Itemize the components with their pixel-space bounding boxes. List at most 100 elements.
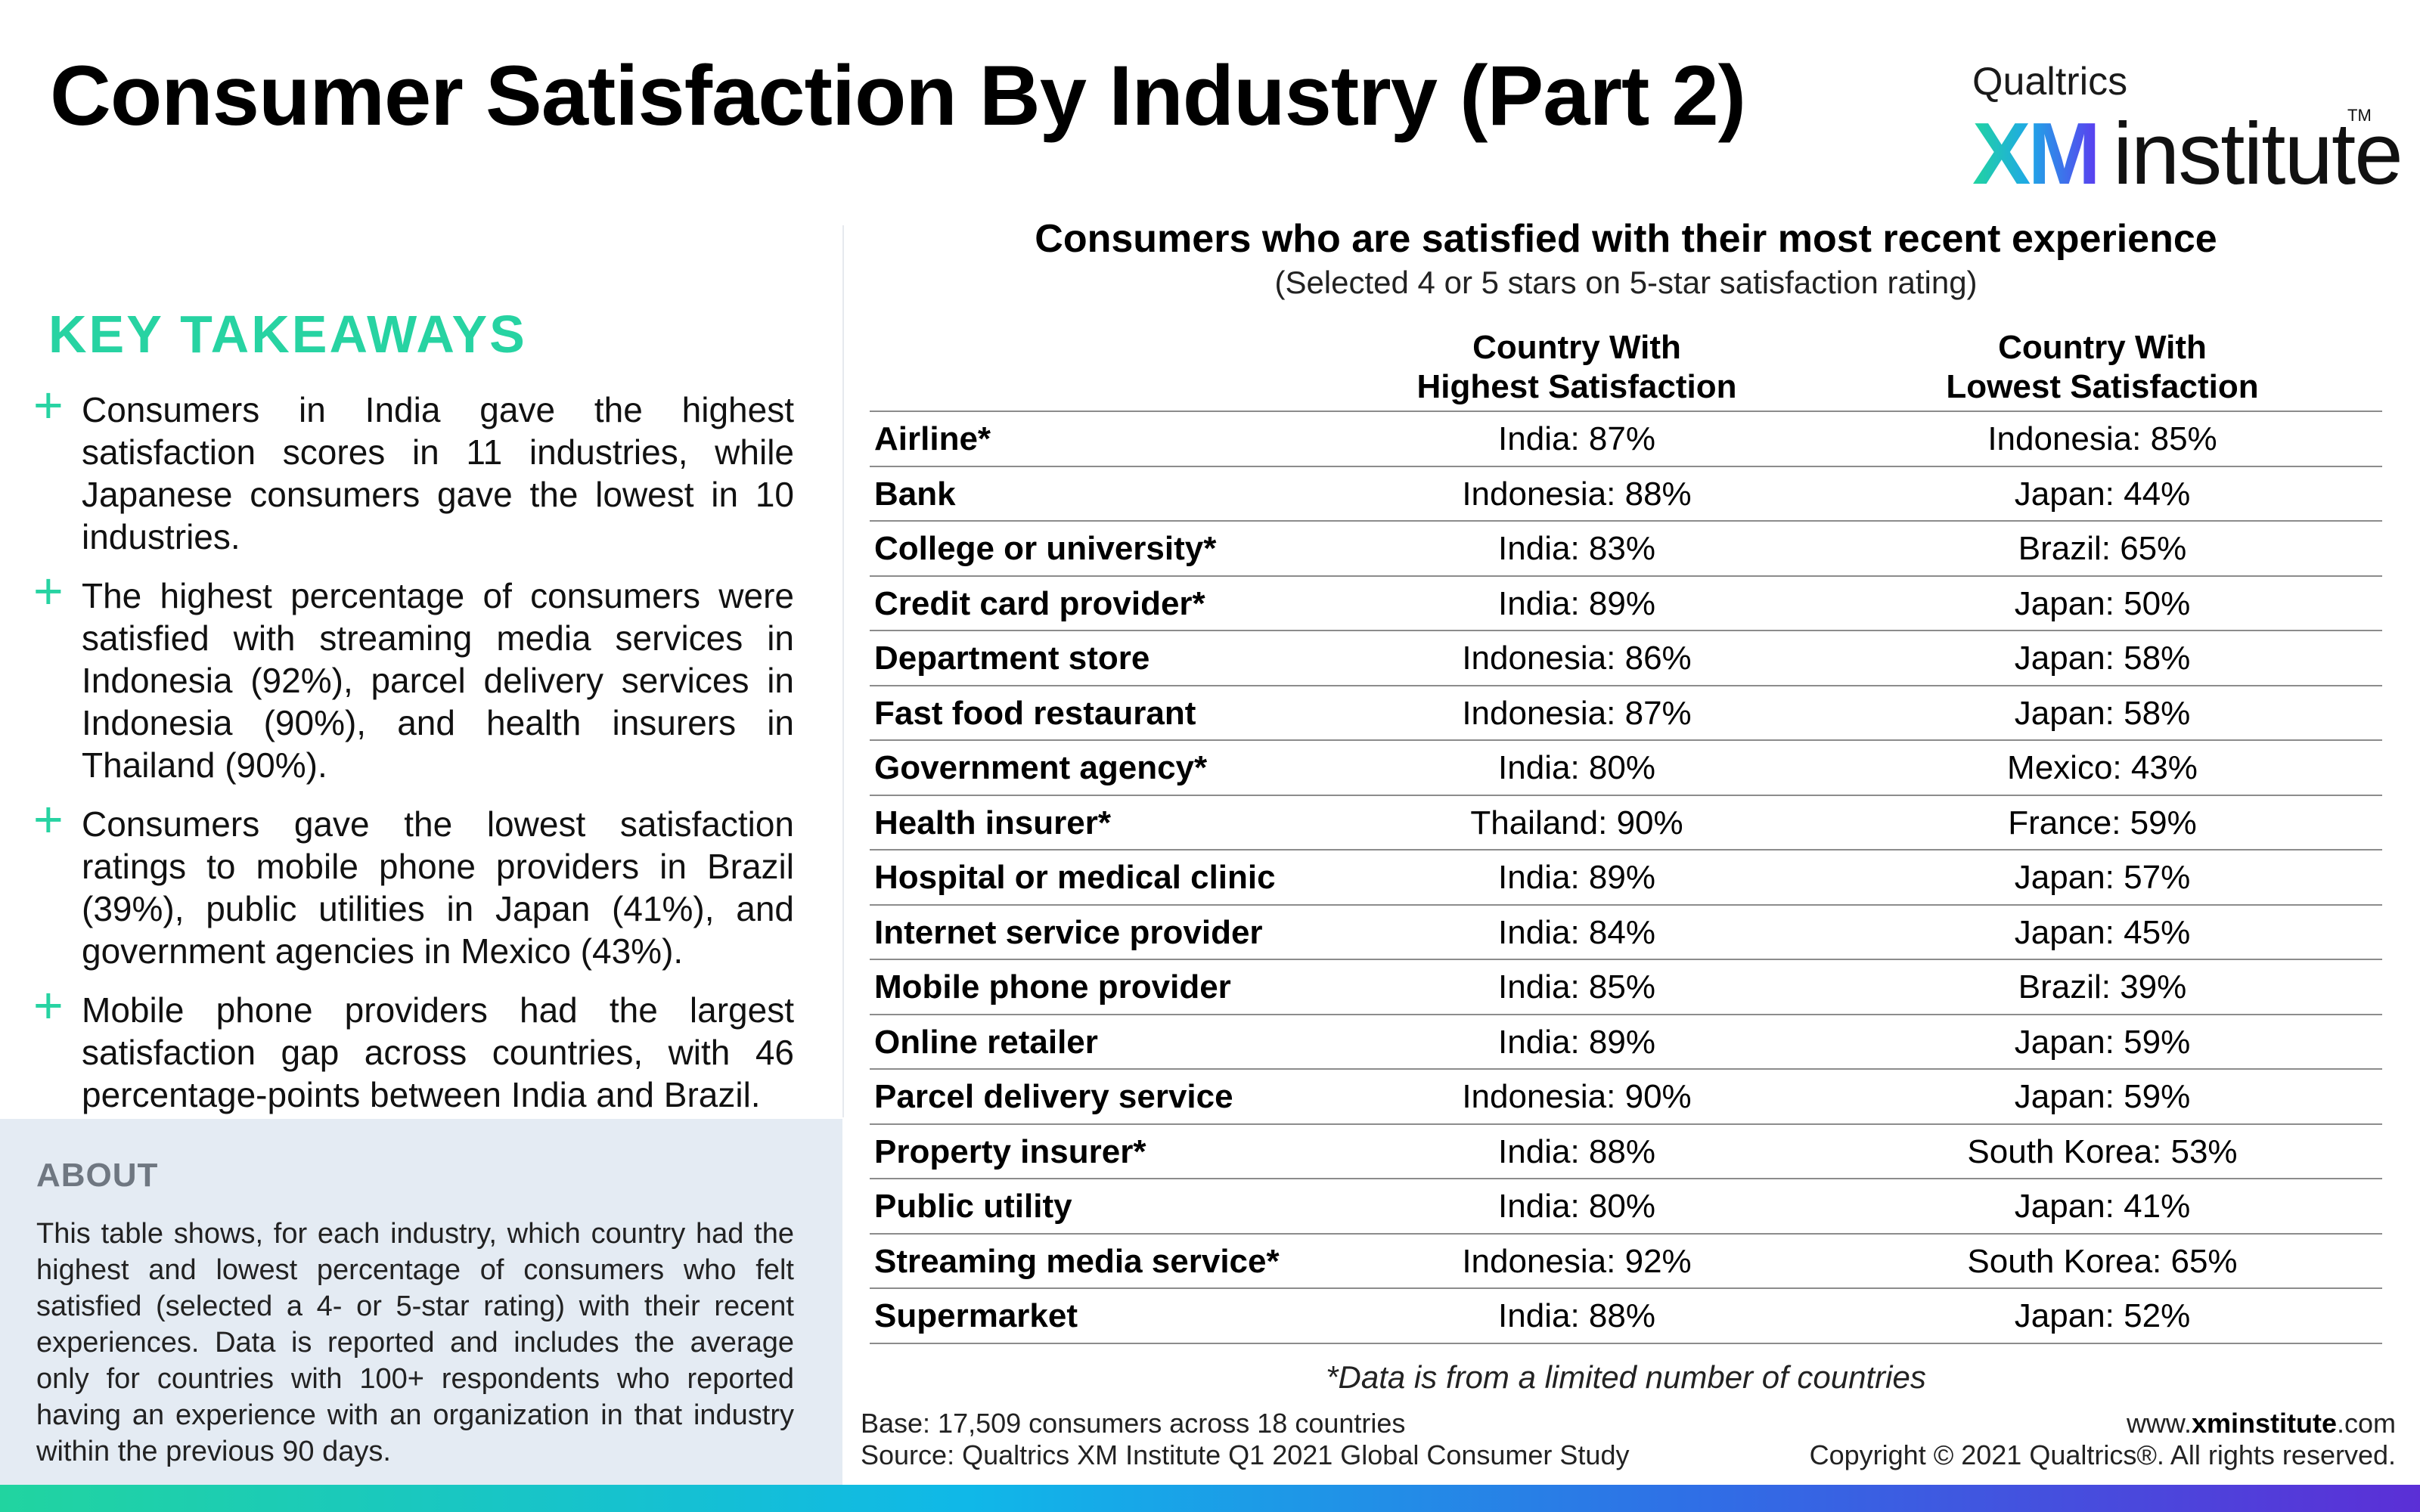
column-header-lowest-line2: Lowest Satisfaction — [1946, 368, 2259, 405]
lowest-cell: Japan: 50% — [2014, 584, 2191, 622]
lowest-cell: Mexico: 43% — [2007, 749, 2198, 786]
table-row: Supermarket India: 88% Japan: 52% — [870, 1289, 2382, 1344]
website-domain: xminstitute — [2191, 1408, 2337, 1439]
lowest-cell: Japan: 58% — [2014, 694, 2191, 732]
takeaway-text: Consumers in India gave the highest sati… — [82, 390, 794, 556]
key-takeaways-list: + Consumers in India gave the highest sa… — [33, 380, 794, 1132]
industry-cell: Streaming media service* — [874, 1242, 1280, 1280]
website-prefix: www. — [2126, 1408, 2192, 1439]
table-row: Fast food restaurant Indonesia: 87% Japa… — [870, 686, 2382, 741]
column-header-highest-line1: Country With — [1472, 329, 1681, 366]
industry-cell: Hospital or medical clinic — [874, 859, 1276, 896]
lowest-cell: Indonesia: 85% — [1987, 420, 2217, 457]
qualtrics-xm-institute-logo: Qualtrics XM institute TM — [1972, 59, 2403, 203]
industry-cell: Mobile phone provider — [874, 968, 1231, 1005]
highest-cell: India: 80% — [1498, 1188, 1655, 1225]
highest-cell: India: 89% — [1498, 1023, 1655, 1061]
table-row: Health insurer* Thailand: 90% France: 59… — [870, 796, 2382, 850]
highest-cell: India: 89% — [1498, 584, 1655, 622]
industry-cell: Supermarket — [874, 1297, 1078, 1334]
industry-cell: Online retailer — [874, 1023, 1098, 1061]
lowest-cell: South Korea: 53% — [1967, 1132, 2238, 1170]
table-row: Airline* India: 87% Indonesia: 85% — [870, 412, 2382, 467]
lowest-cell: Brazil: 65% — [2018, 530, 2187, 567]
highest-cell: Indonesia: 90% — [1462, 1078, 1692, 1115]
website-suffix: .com — [2336, 1408, 2396, 1439]
column-header-highest: Country With Highest Satisfaction — [1361, 328, 1792, 407]
lowest-cell: Japan: 59% — [2014, 1078, 2191, 1115]
highest-cell: India: 84% — [1498, 913, 1655, 951]
lowest-cell: Japan: 59% — [2014, 1023, 2191, 1061]
highest-cell: India: 88% — [1498, 1297, 1655, 1334]
table-row: Credit card provider* India: 89% Japan: … — [870, 577, 2382, 631]
industry-cell: Health insurer* — [874, 804, 1111, 841]
gradient-footer-bar — [0, 1485, 2420, 1512]
highest-cell: India: 83% — [1498, 530, 1655, 567]
plus-icon: + — [33, 977, 64, 1034]
highest-cell: India: 89% — [1498, 859, 1655, 896]
table-row: College or university* India: 83% Brazil… — [870, 522, 2382, 577]
copyright-note: Copyright © 2021 Qualtrics®. All rights … — [1809, 1439, 2396, 1470]
plus-icon: + — [33, 791, 64, 848]
lowest-cell: South Korea: 65% — [1967, 1242, 2238, 1280]
highest-cell: India: 85% — [1498, 968, 1655, 1005]
takeaway-text: The highest percentage of consumers were… — [82, 576, 794, 785]
industry-cell: Government agency* — [874, 749, 1208, 786]
satisfaction-table: Airline* India: 87% Indonesia: 85% Bank … — [870, 411, 2382, 1344]
column-header-lowest-line1: Country With — [1998, 329, 2207, 366]
base-note: Base: 17,509 consumers across 18 countri… — [861, 1408, 1406, 1439]
lowest-cell: Japan: 58% — [2014, 640, 2191, 677]
table-row: Internet service provider India: 84% Jap… — [870, 906, 2382, 960]
industry-cell: Credit card provider* — [874, 584, 1205, 622]
table-row: Bank Indonesia: 88% Japan: 44% — [870, 467, 2382, 522]
lowest-cell: Brazil: 39% — [2018, 968, 2187, 1005]
industry-cell: Parcel delivery service — [874, 1078, 1233, 1115]
plus-icon: + — [33, 376, 64, 434]
logo-xm-text: XM — [1972, 104, 2101, 203]
takeaway-text: Mobile phone providers had the largest s… — [82, 990, 794, 1114]
industry-cell: Airline* — [874, 420, 991, 457]
column-header-lowest: Country With Lowest Satisfaction — [1891, 328, 2314, 407]
about-panel: ABOUT This table shows, for each industr… — [0, 1119, 842, 1485]
table-row: Department store Indonesia: 86% Japan: 5… — [870, 631, 2382, 686]
highest-cell: Indonesia: 88% — [1462, 475, 1692, 513]
lowest-cell: Japan: 45% — [2014, 913, 2191, 951]
industry-cell: College or university* — [874, 530, 1217, 567]
lowest-cell: Japan: 52% — [2014, 1297, 2191, 1334]
about-text: This table shows, for each industry, whi… — [36, 1218, 794, 1467]
industry-cell: Public utility — [874, 1188, 1072, 1225]
logo-trademark: TM — [2347, 106, 2372, 125]
lowest-cell: Japan: 41% — [2014, 1188, 2191, 1225]
table-title: Consumers who are satisfied with their m… — [1035, 217, 2217, 261]
industry-cell: Internet service provider — [874, 913, 1263, 951]
highest-cell: India: 80% — [1498, 749, 1655, 786]
table-footnote: *Data is from a limited number of countr… — [1326, 1359, 1926, 1395]
table-row: Hospital or medical clinic India: 89% Ja… — [870, 850, 2382, 906]
table-row: Parcel delivery service Indonesia: 90% J… — [870, 1070, 2382, 1125]
column-divider — [842, 225, 844, 1117]
logo-brand-text: Qualtrics — [1972, 60, 2128, 104]
industry-cell: Department store — [874, 640, 1150, 677]
takeaway-item: + Consumers in India gave the highest sa… — [33, 380, 794, 558]
highest-cell: India: 88% — [1498, 1132, 1655, 1170]
industry-cell: Fast food restaurant — [874, 694, 1196, 732]
lowest-cell: Japan: 44% — [2014, 475, 2191, 513]
highest-cell: Thailand: 90% — [1470, 804, 1683, 841]
highest-cell: Indonesia: 92% — [1462, 1242, 1692, 1280]
page-title: Consumer Satisfaction By Industry (Part … — [50, 48, 1746, 143]
lowest-cell: France: 59% — [2008, 804, 2197, 841]
website-link[interactable]: www.xminstitute.com — [2127, 1408, 2396, 1439]
table-row: Online retailer India: 89% Japan: 59% — [870, 1015, 2382, 1070]
table-row: Property insurer* India: 88% South Korea… — [870, 1125, 2382, 1179]
takeaway-item: + Mobile phone providers had the largest… — [33, 980, 794, 1116]
table-subtitle: (Selected 4 or 5 stars on 5-star satisfa… — [1274, 265, 1978, 300]
highest-cell: Indonesia: 87% — [1462, 694, 1692, 732]
table-row: Streaming media service* Indonesia: 92% … — [870, 1235, 2382, 1289]
takeaway-item: + Consumers gave the lowest satisfaction… — [33, 794, 794, 972]
key-takeaways-heading: KEY TAKEAWAYS — [48, 305, 527, 364]
lowest-cell: Japan: 57% — [2014, 859, 2191, 896]
table-row: Government agency* India: 80% Mexico: 43… — [870, 741, 2382, 796]
plus-icon: + — [33, 562, 64, 620]
table-row: Mobile phone provider India: 85% Brazil:… — [870, 960, 2382, 1015]
takeaway-item: + The highest percentage of consumers we… — [33, 565, 794, 786]
